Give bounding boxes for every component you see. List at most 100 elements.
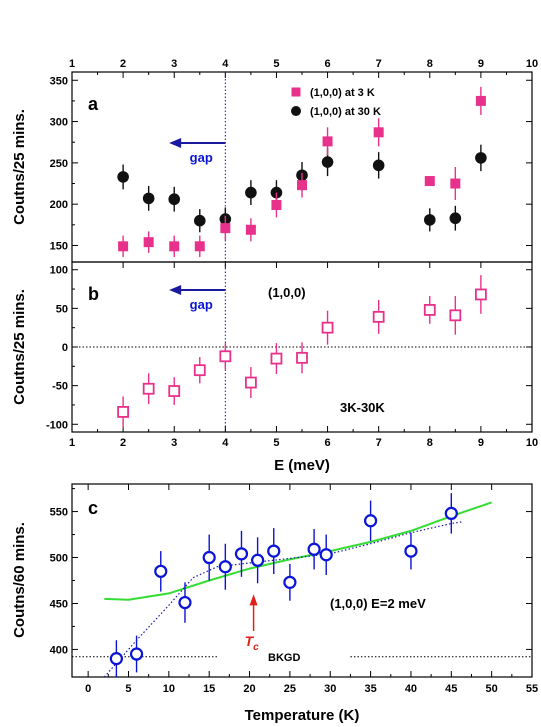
series-diff-point — [219, 350, 232, 363]
series-3k-point — [143, 237, 154, 248]
panel-b-bottom-tick-label: 6 — [324, 437, 330, 449]
panel-c: 0 5 10 15 20 25 30 35 40 45 50 55 400 450 500 550 Coutns… — [11, 483, 538, 724]
panel-c-ylabel: Coutns/60 mins. — [11, 522, 28, 638]
panel-c-condition-label: (1,0,0) E=2 meV — [330, 596, 426, 611]
series-30k-point — [372, 159, 385, 172]
series-3k-point — [424, 176, 435, 187]
panel-a-gap-arrow-label: gap — [190, 150, 213, 165]
panel-a-gap-arrow-head — [169, 138, 182, 148]
series-temperature-point — [218, 560, 232, 574]
series-3k-point — [118, 241, 129, 252]
panel-a-top-tick-label: 4 — [222, 58, 229, 70]
panel-c-xlabel: Temperature (K) — [245, 707, 360, 724]
panel-b-label: b — [88, 284, 99, 304]
series-temperature-point — [154, 564, 168, 578]
panel-b-xlabel: E (meV) — [274, 457, 330, 474]
panel-c-x-tick-label: 35 — [364, 683, 376, 695]
panel-b-bottom-tick-label: 8 — [427, 437, 433, 449]
series-3k-point — [220, 223, 231, 234]
series-diff-point — [168, 385, 181, 397]
series-3k-point — [297, 180, 307, 191]
panel-a-y-tick-label: 250 — [50, 158, 68, 170]
panel-a-top-tick-label: 5 — [273, 58, 279, 70]
panel-b-bottom-tick-label: 7 — [376, 437, 382, 449]
panel-b-bottom-tick-label: 1 — [69, 437, 75, 449]
panel-a-top-tick-label: 1 — [69, 58, 75, 70]
series-3k-point — [322, 136, 333, 147]
panel-c-label: c — [88, 498, 98, 518]
series-30k-point — [423, 214, 436, 226]
series-diff-point — [372, 310, 385, 323]
legend-entry: (1,0,0) at 30 K — [310, 106, 381, 118]
series-3k-point — [373, 127, 384, 138]
series-30k-point — [193, 214, 206, 227]
panel-c-x-tick-label: 10 — [163, 683, 175, 695]
series-temperature-point — [234, 547, 249, 561]
series-diff-point — [270, 352, 283, 365]
panel-c-x-tick-label: 50 — [486, 683, 498, 695]
panel-a-top-tick-label: 8 — [427, 58, 433, 70]
panel-b-bottom-tick-label: 4 — [222, 437, 229, 449]
panel-a: 1 2 3 4 5 6 7 8 9 10 150 200 250 300 350 Coutns/25 mins… — [11, 58, 538, 432]
series-diff-point — [117, 406, 130, 418]
series-30k-point — [449, 212, 462, 225]
panel-b-y-tick-label: 50 — [56, 303, 68, 315]
series-3k-point — [169, 241, 180, 252]
series-30k-point — [168, 193, 181, 206]
panel-b-y-tick-label: -50 — [52, 381, 68, 393]
panel-b-y-tick-label: 0 — [62, 342, 68, 354]
panel-b-bottom-tick-label: 3 — [171, 437, 177, 449]
panel-a-label: a — [88, 94, 99, 114]
series-temperature-point — [444, 506, 458, 521]
series-3k-point — [271, 200, 282, 210]
legend-marker-3k — [291, 87, 301, 97]
panel-a-y-tick-label: 300 — [50, 117, 68, 129]
series-diff-point — [321, 321, 334, 334]
trend-line — [103, 521, 464, 678]
panel-b-y-tick-label: -100 — [46, 419, 68, 431]
series-30k-point — [117, 171, 129, 183]
panel-c-x-tick-label: 5 — [125, 683, 131, 695]
fit-curve — [104, 501, 492, 601]
series-temperature-point — [251, 553, 265, 567]
panel-b-bottom-tick-label: 2 — [120, 437, 126, 449]
series-temperature-point — [363, 514, 378, 528]
series-3k-point — [245, 224, 256, 235]
series-diff-point — [244, 376, 257, 389]
panel-c-x-tick-label: 55 — [526, 683, 538, 695]
panel-b-ylabel: Coutns/25 mins. — [11, 289, 28, 405]
panel-c-x-tick-label: 25 — [284, 683, 296, 695]
series-temperature-point — [129, 647, 144, 661]
series-temperature-point — [307, 542, 321, 556]
tc-label: Tc — [245, 633, 260, 653]
series-temperature-point — [283, 575, 297, 589]
panel-b-corner-label: 3K-30K — [340, 400, 385, 415]
series-diff-point — [423, 304, 436, 316]
panel-b-gap-arrow-label: gap — [190, 297, 213, 312]
panel-a-top-tick-label: 7 — [376, 58, 382, 70]
tc-arrow-head — [249, 594, 258, 606]
panel-c-x-tick-label: 20 — [243, 683, 255, 695]
series-30k-point — [142, 192, 155, 205]
series-temperature-point — [178, 595, 192, 610]
panel-c-y-tick-label: 450 — [50, 598, 68, 610]
panel-a-y-tick-label: 150 — [50, 240, 68, 252]
panel-a-top-tick-label: 2 — [120, 58, 126, 70]
series-temperature-point — [109, 652, 123, 666]
panel-b-bottom-tick-label: 5 — [273, 437, 279, 449]
legend-entry: (1,0,0) at 3 K — [310, 87, 375, 99]
panel-b-bottom-tick-label: 10 — [526, 437, 538, 449]
series-diff-point — [142, 382, 155, 395]
series-diff-point — [449, 309, 462, 322]
series-30k-point — [245, 186, 257, 199]
panel-c-x-tick-label: 45 — [445, 683, 457, 695]
panel-c-x-tick-label: 0 — [85, 683, 91, 695]
panel-b-gap-arrow-head — [169, 285, 182, 295]
series-temperature-point — [319, 548, 333, 562]
panel-a-y-tick-label: 350 — [50, 75, 68, 87]
series-30k-point — [475, 152, 487, 164]
panel-b-y-tick-label: 100 — [50, 265, 68, 277]
panel-b-series-label: (1,0,0) — [268, 285, 306, 300]
series-diff-point — [296, 351, 308, 364]
panel-c-y-tick-label: 400 — [50, 644, 68, 656]
